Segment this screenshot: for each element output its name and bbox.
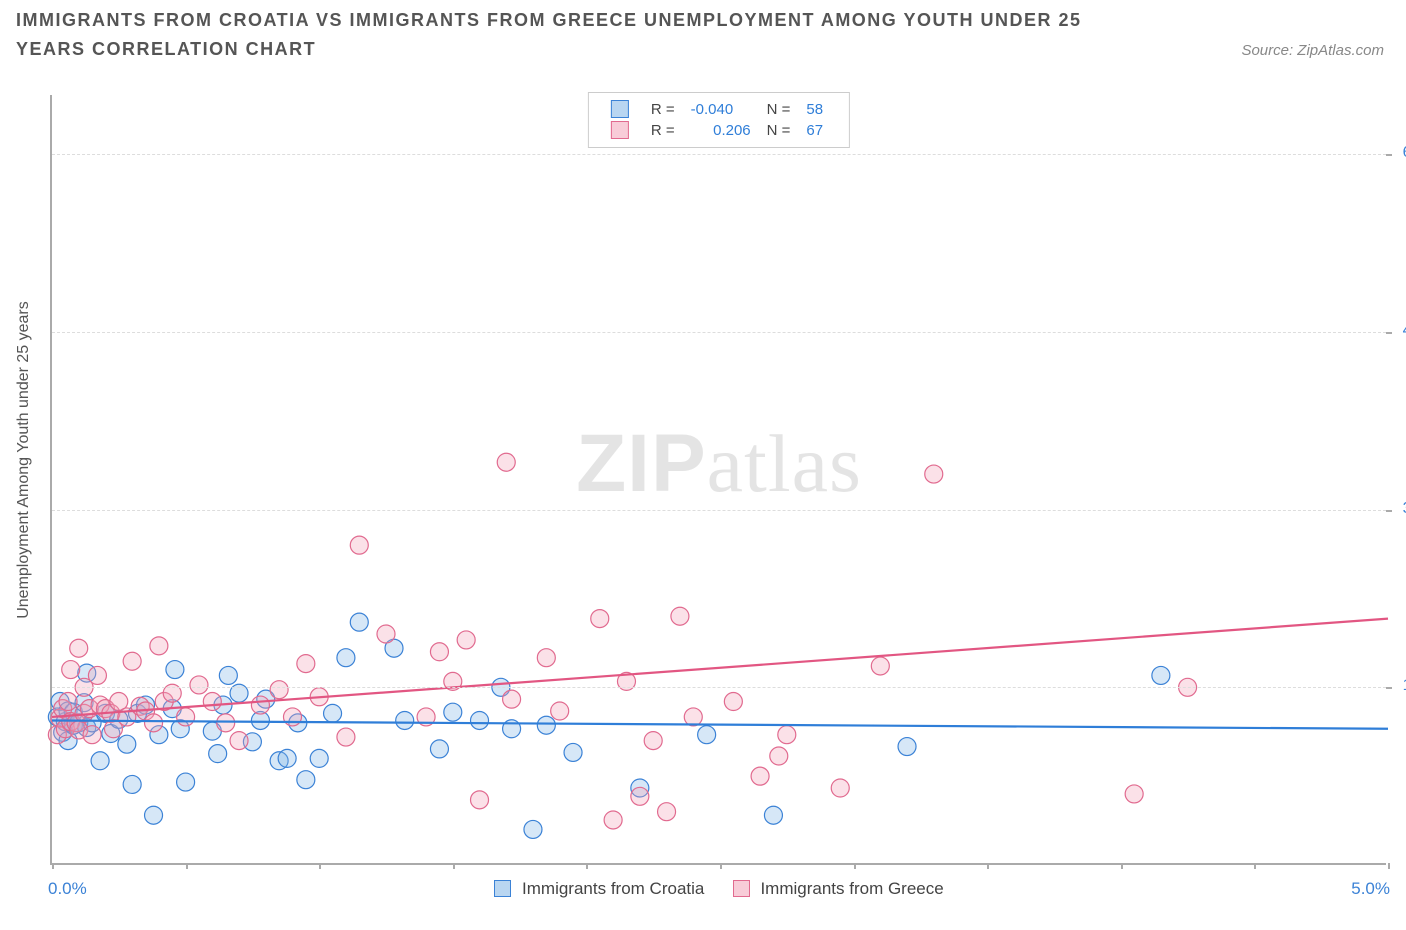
data-point bbox=[684, 708, 702, 726]
x-tick-label-min: 0.0% bbox=[48, 879, 87, 899]
chart-title: IMMIGRANTS FROM CROATIA VS IMMIGRANTS FR… bbox=[16, 6, 1136, 64]
swatch-croatia-icon bbox=[494, 880, 511, 897]
series-legend: Immigrants from Croatia Immigrants from … bbox=[52, 879, 1386, 899]
swatch-greece-icon bbox=[733, 880, 750, 897]
data-point bbox=[564, 743, 582, 761]
legend-label-croatia: Immigrants from Croatia bbox=[522, 879, 704, 898]
data-point bbox=[230, 732, 248, 750]
data-point bbox=[324, 704, 342, 722]
data-point bbox=[297, 771, 315, 789]
data-point bbox=[59, 693, 77, 711]
data-point bbox=[283, 708, 301, 726]
data-point bbox=[190, 676, 208, 694]
stats-row-greece: R = 0.206 N = 67 bbox=[603, 120, 831, 141]
data-point bbox=[118, 735, 136, 753]
data-point bbox=[123, 775, 141, 793]
data-point bbox=[591, 610, 609, 628]
trend-line bbox=[52, 619, 1388, 717]
data-point bbox=[497, 453, 515, 471]
data-point bbox=[62, 661, 80, 679]
data-point bbox=[278, 749, 296, 767]
data-point bbox=[145, 806, 163, 824]
data-point bbox=[658, 803, 676, 821]
y-tick-label: 45.0% bbox=[1403, 322, 1406, 340]
data-point bbox=[350, 536, 368, 554]
legend-label-greece: Immigrants from Greece bbox=[760, 879, 943, 898]
data-point bbox=[209, 745, 227, 763]
data-point bbox=[457, 631, 475, 649]
data-point bbox=[698, 726, 716, 744]
data-point bbox=[724, 693, 742, 711]
data-point bbox=[350, 613, 368, 631]
data-point bbox=[219, 666, 237, 684]
scatter-svg bbox=[52, 95, 1386, 863]
y-axis-label: Unemployment Among Youth under 25 years bbox=[15, 301, 33, 619]
data-point bbox=[524, 820, 542, 838]
data-point bbox=[925, 465, 943, 483]
data-point bbox=[297, 655, 315, 673]
data-point bbox=[831, 779, 849, 797]
data-point bbox=[604, 811, 622, 829]
data-point bbox=[631, 787, 649, 805]
data-point bbox=[430, 740, 448, 758]
swatch-croatia-icon bbox=[611, 100, 629, 118]
data-point bbox=[898, 738, 916, 756]
data-point bbox=[471, 791, 489, 809]
data-point bbox=[671, 607, 689, 625]
chart-container: { "title":"IMMIGRANTS FROM CROATIA VS IM… bbox=[0, 0, 1406, 930]
stats-row-croatia: R = -0.040 N = 58 bbox=[603, 99, 831, 120]
y-tick-label: 15.0% bbox=[1403, 677, 1406, 695]
data-point bbox=[444, 703, 462, 721]
data-point bbox=[551, 702, 569, 720]
data-point bbox=[337, 649, 355, 667]
data-point bbox=[751, 767, 769, 785]
data-point bbox=[270, 681, 288, 699]
data-point bbox=[145, 714, 163, 732]
data-point bbox=[1152, 666, 1170, 684]
data-point bbox=[471, 711, 489, 729]
data-point bbox=[778, 726, 796, 744]
y-tick-label: 60.0% bbox=[1403, 144, 1406, 162]
data-point bbox=[537, 649, 555, 667]
data-point bbox=[251, 696, 269, 714]
data-point bbox=[88, 666, 106, 684]
data-point bbox=[83, 726, 101, 744]
source-attribution: Source: ZipAtlas.com bbox=[1241, 42, 1384, 59]
data-point bbox=[150, 637, 168, 655]
data-point bbox=[503, 690, 521, 708]
data-point bbox=[310, 749, 328, 767]
data-point bbox=[217, 714, 235, 732]
x-tick-label-max: 5.0% bbox=[1351, 879, 1390, 899]
data-point bbox=[166, 661, 184, 679]
stats-legend: R = -0.040 N = 58 R = 0.206 N = 67 bbox=[588, 92, 850, 148]
data-point bbox=[537, 716, 555, 734]
plot-area: ZIPatlas R = -0.040 N = 58 R = 0.206 N =… bbox=[50, 95, 1386, 865]
data-point bbox=[91, 752, 109, 770]
data-point bbox=[377, 625, 395, 643]
data-point bbox=[123, 652, 141, 670]
data-point bbox=[203, 693, 221, 711]
data-point bbox=[770, 747, 788, 765]
data-point bbox=[871, 657, 889, 675]
data-point bbox=[764, 806, 782, 824]
swatch-greece-icon bbox=[611, 121, 629, 139]
data-point bbox=[1125, 785, 1143, 803]
y-tick-label: 30.0% bbox=[1403, 500, 1406, 518]
data-point bbox=[644, 732, 662, 750]
data-point bbox=[396, 711, 414, 729]
data-point bbox=[430, 643, 448, 661]
data-point bbox=[337, 728, 355, 746]
data-point bbox=[177, 708, 195, 726]
data-point bbox=[177, 773, 195, 791]
data-point bbox=[70, 639, 88, 657]
